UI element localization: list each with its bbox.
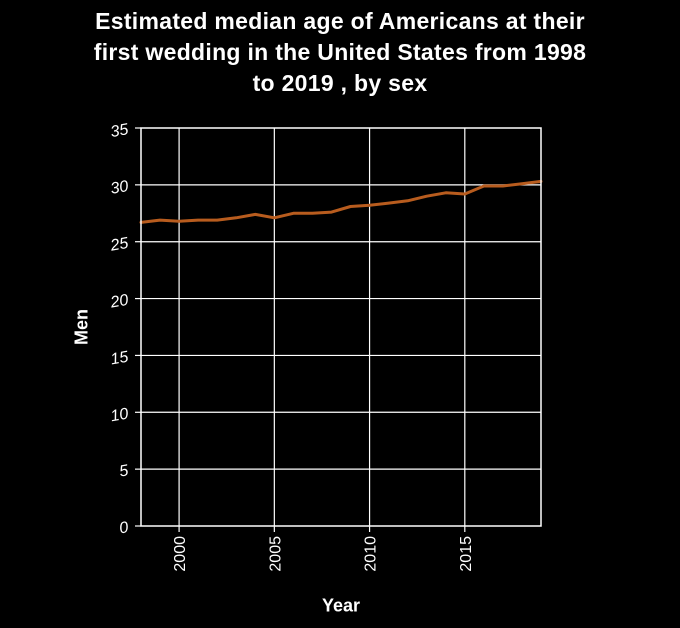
y-tick-label: 10 xyxy=(109,405,130,425)
x-tick-label: 2000 xyxy=(172,536,189,572)
chart-title: Estimated median age of Americans at the… xyxy=(0,6,680,99)
y-tick-label: 5 xyxy=(118,462,130,480)
series-lines xyxy=(139,179,543,224)
chart-title-line-3: to 2019 , by sex xyxy=(252,70,428,96)
series-line-men xyxy=(139,179,543,224)
y-axis-label: Men xyxy=(71,309,92,345)
tick-marks xyxy=(135,127,466,532)
chart-title-line-1: Estimated median age of Americans at the… xyxy=(95,8,585,34)
y-tick-label: 25 xyxy=(108,235,130,255)
x-axis-label: Year xyxy=(321,595,361,616)
y-tick-label: 0 xyxy=(118,519,130,537)
y-tick-label: 15 xyxy=(109,349,130,369)
tick-labels: 0 5 10 15 20 25 30 35 2000 2005 2010 2015 xyxy=(108,121,475,571)
x-tick-label: 2015 xyxy=(458,536,475,572)
x-tick-label: 2010 xyxy=(363,536,380,572)
y-tick-label: 30 xyxy=(109,178,130,198)
chart-title-line-2: first wedding in the United States from … xyxy=(93,39,587,65)
y-tick-label: 35 xyxy=(109,121,130,141)
x-tick-label: 2005 xyxy=(267,536,284,572)
y-tick-label: 20 xyxy=(108,292,130,312)
plot-frame xyxy=(140,127,542,527)
